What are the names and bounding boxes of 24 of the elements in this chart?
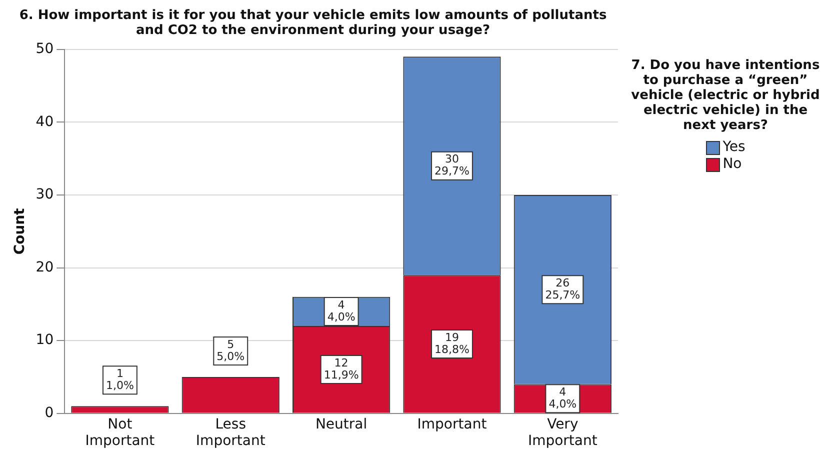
y-tick-label: 40 xyxy=(36,114,54,130)
y-tick-label: 50 xyxy=(36,41,54,58)
x-tick-label: Not Important xyxy=(85,416,156,450)
data-label: 1 1,0% xyxy=(106,366,134,392)
data-label: 4 4,0% xyxy=(548,385,577,410)
data-label: 26 25,7% xyxy=(545,276,580,302)
legend-title: 7. Do you have intentions to purchase a “green” vehicle (electric or hybrid electric vehicle) in the next years? xyxy=(630,58,821,133)
y-tick-label: 10 xyxy=(36,332,54,348)
legend-label: No xyxy=(722,156,742,173)
data-label: 30 29,7% xyxy=(434,152,470,178)
x-tick-label: Less Important xyxy=(196,416,266,450)
legend-label: Yes xyxy=(722,139,746,156)
data-label: 12 11,9% xyxy=(324,356,359,382)
x-tick-label: Very Important xyxy=(528,416,598,450)
y-tick-label: 20 xyxy=(36,259,54,276)
data-label: 5 5,0% xyxy=(216,338,245,363)
chart-title: 6. How important is it for you that your vehicle emits low amounts of pollutants and CO2 to the environment during your usage? xyxy=(18,8,608,38)
data-label: 4 4,0% xyxy=(327,298,356,324)
y-tick-label: 0 xyxy=(44,405,54,422)
x-tick-label: Neutral xyxy=(315,416,368,432)
x-tick-label: Important xyxy=(417,416,488,432)
y-axis-title: Count xyxy=(12,208,28,255)
data-label: 19 18,8% xyxy=(434,330,470,356)
y-tick-label: 30 xyxy=(36,186,54,203)
